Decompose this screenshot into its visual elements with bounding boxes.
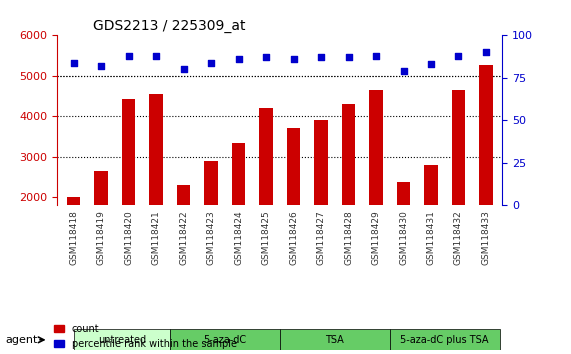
Point <box>454 53 463 59</box>
Point <box>124 53 133 59</box>
Point <box>399 68 408 74</box>
Bar <box>369 90 383 278</box>
Bar <box>67 197 81 278</box>
Bar <box>452 90 465 278</box>
Bar <box>479 64 493 278</box>
Bar <box>204 161 218 278</box>
FancyBboxPatch shape <box>390 329 500 350</box>
Bar <box>259 108 273 278</box>
Bar <box>232 143 246 278</box>
Bar <box>287 129 300 278</box>
Point <box>372 53 381 59</box>
Bar <box>314 120 328 278</box>
Point <box>262 55 271 60</box>
Point <box>289 56 298 62</box>
Point <box>207 60 216 65</box>
FancyBboxPatch shape <box>280 329 390 350</box>
Point <box>151 53 160 59</box>
Point <box>96 63 106 69</box>
FancyBboxPatch shape <box>170 329 280 350</box>
Text: untreated: untreated <box>98 335 146 345</box>
Point <box>316 55 325 60</box>
Bar <box>149 94 163 278</box>
Point <box>427 62 436 67</box>
Text: 5-aza-dC plus TSA: 5-aza-dC plus TSA <box>400 335 489 345</box>
Bar <box>341 104 355 278</box>
Bar <box>176 185 191 278</box>
FancyBboxPatch shape <box>74 329 170 350</box>
Bar <box>424 165 438 278</box>
Text: TSA: TSA <box>325 335 344 345</box>
Bar <box>122 99 135 278</box>
Bar <box>397 182 411 278</box>
Point <box>481 50 490 55</box>
Point <box>69 60 78 65</box>
Bar <box>94 171 108 278</box>
Text: agent: agent <box>6 335 38 345</box>
Legend: count, percentile rank within the sample: count, percentile rank within the sample <box>51 320 241 353</box>
Point <box>344 55 353 60</box>
Point <box>234 56 243 62</box>
Point <box>179 67 188 72</box>
Text: 5-aza-dC: 5-aza-dC <box>203 335 246 345</box>
Text: GDS2213 / 225309_at: GDS2213 / 225309_at <box>93 19 245 33</box>
